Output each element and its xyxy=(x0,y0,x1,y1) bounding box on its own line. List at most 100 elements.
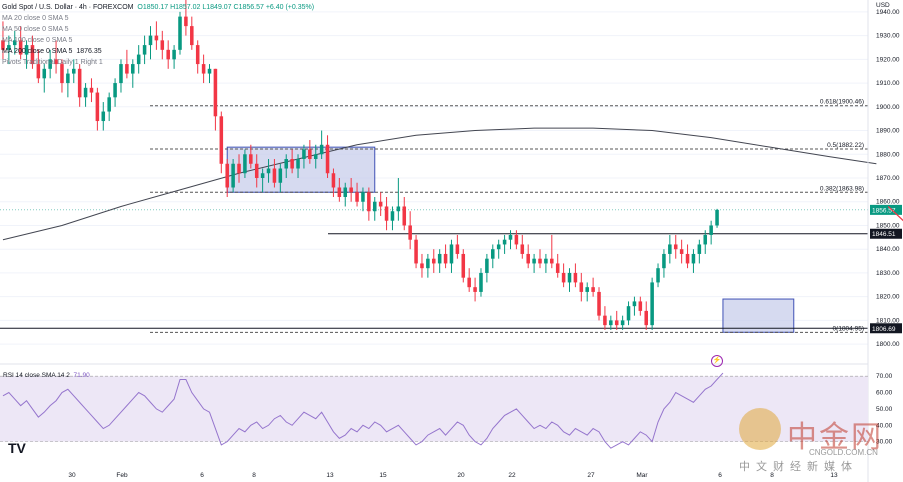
candle xyxy=(455,234,460,259)
candle xyxy=(508,230,513,250)
price-tick-label: 1850.00 xyxy=(876,222,900,229)
last-price-tag xyxy=(870,204,902,215)
candle xyxy=(1,21,5,60)
candle-body xyxy=(402,206,407,226)
candle-body xyxy=(249,154,253,164)
level-tag-label: 1806.69 xyxy=(872,326,896,333)
ma50-label[interactable]: MA 50 close 0 SMA 5 xyxy=(2,26,69,33)
candle-body xyxy=(18,40,23,55)
candle-body xyxy=(254,163,259,178)
price-tick-label: 1890.00 xyxy=(876,128,900,135)
candle-body xyxy=(679,249,684,254)
candle-body xyxy=(461,253,466,278)
candle xyxy=(48,49,52,79)
rsi-header[interactable]: RSI 14 close SMA 14 2 71.90 xyxy=(3,372,90,379)
candle-body xyxy=(632,301,637,307)
candle xyxy=(567,268,572,292)
candle xyxy=(243,149,247,178)
candle-body xyxy=(473,287,477,292)
price-tick-label: 1830.00 xyxy=(876,270,900,277)
candle-body xyxy=(1,40,5,50)
candle xyxy=(54,40,58,74)
time-tick-label: 13 xyxy=(326,472,334,479)
level-tag xyxy=(870,323,902,334)
candle xyxy=(703,230,708,254)
symbol-title[interactable]: Gold Spot / U.S. Dollar · 4h · FOREXCOM xyxy=(2,4,134,11)
candle-body xyxy=(703,234,708,245)
time-tick-label: 6 xyxy=(718,472,722,479)
ma200-row[interactable]: MA 200 close 0 SMA 5 1876.35 xyxy=(2,46,314,57)
candle xyxy=(685,244,690,269)
candle-body xyxy=(579,282,584,292)
brand-tagline: 中文财经新媒体 xyxy=(739,460,858,473)
candle-body xyxy=(514,234,519,245)
candle-body xyxy=(396,206,401,212)
candle-body xyxy=(77,68,82,98)
candle xyxy=(461,249,466,283)
candle xyxy=(520,234,525,259)
ma20-label[interactable]: MA 20 close 0 SMA 5 xyxy=(2,15,69,22)
candle xyxy=(709,220,713,245)
price-tick-label: 1910.00 xyxy=(876,80,900,87)
candle-body xyxy=(384,206,389,221)
candle xyxy=(372,196,377,221)
fib-label: 0.382(1863.98) xyxy=(820,185,864,192)
pivots-label[interactable]: Pivots Traditional Daily 1 Right 1 xyxy=(2,59,103,66)
fib-label: 0(1804.95) xyxy=(833,325,864,332)
candle xyxy=(691,249,696,273)
price-tick-label: 1870.00 xyxy=(876,175,900,182)
candle xyxy=(626,301,631,326)
candle xyxy=(319,130,324,160)
candle xyxy=(396,178,401,221)
candle-body xyxy=(349,187,353,193)
candle xyxy=(178,11,182,55)
candle xyxy=(148,26,153,60)
price-tick-label: 1880.00 xyxy=(876,151,900,158)
level-tag-label: 1846.51 xyxy=(872,231,896,238)
candle xyxy=(620,315,625,330)
time-tick-label: 15 xyxy=(379,472,387,479)
candle-body xyxy=(284,159,288,169)
candle-body xyxy=(378,201,383,207)
candle-body xyxy=(7,45,11,50)
candle xyxy=(331,168,336,197)
candle-body xyxy=(614,320,619,326)
candle xyxy=(284,154,288,178)
candle-body xyxy=(626,306,631,321)
price-tick-label: 1930.00 xyxy=(876,33,900,40)
candle-body xyxy=(367,192,371,212)
candle xyxy=(278,163,283,193)
candle-body xyxy=(160,40,165,50)
horizontal-levels: 0.618(1900.46) 0.5(1882.22) 0.382(1863.98)… xyxy=(0,99,902,334)
price-tick-label: 1920.00 xyxy=(876,56,900,63)
candle xyxy=(7,35,11,65)
candle xyxy=(195,40,200,74)
candle-body xyxy=(432,258,436,264)
candle xyxy=(662,249,666,278)
candle xyxy=(77,64,82,107)
candle-body xyxy=(42,68,47,79)
lightning-icon[interactable]: ⚡ xyxy=(711,355,723,367)
candle-body xyxy=(550,258,554,264)
rsi-tick-label: 60.00 xyxy=(876,390,893,397)
ma100-label[interactable]: MA 100 close 0 SMA 5 xyxy=(2,37,73,44)
candle xyxy=(101,102,106,131)
candle xyxy=(107,92,111,122)
candle-body xyxy=(502,239,507,245)
brand-name: 中金网 xyxy=(787,420,883,455)
candle xyxy=(249,144,253,169)
candle-body xyxy=(178,16,182,50)
candle xyxy=(125,49,129,79)
rsi-tick-label: 50.00 xyxy=(876,406,893,413)
candle xyxy=(573,263,578,288)
candle xyxy=(402,196,407,231)
candle xyxy=(449,239,454,273)
candle-body xyxy=(603,315,607,326)
brand-logo-icon xyxy=(739,408,781,450)
candle xyxy=(260,168,265,193)
candle xyxy=(190,16,194,50)
watermark: 中金网 CNGOLD.COM.CN 中文财经新媒体 xyxy=(739,408,889,474)
candle xyxy=(237,154,241,183)
candle-body xyxy=(532,258,536,264)
